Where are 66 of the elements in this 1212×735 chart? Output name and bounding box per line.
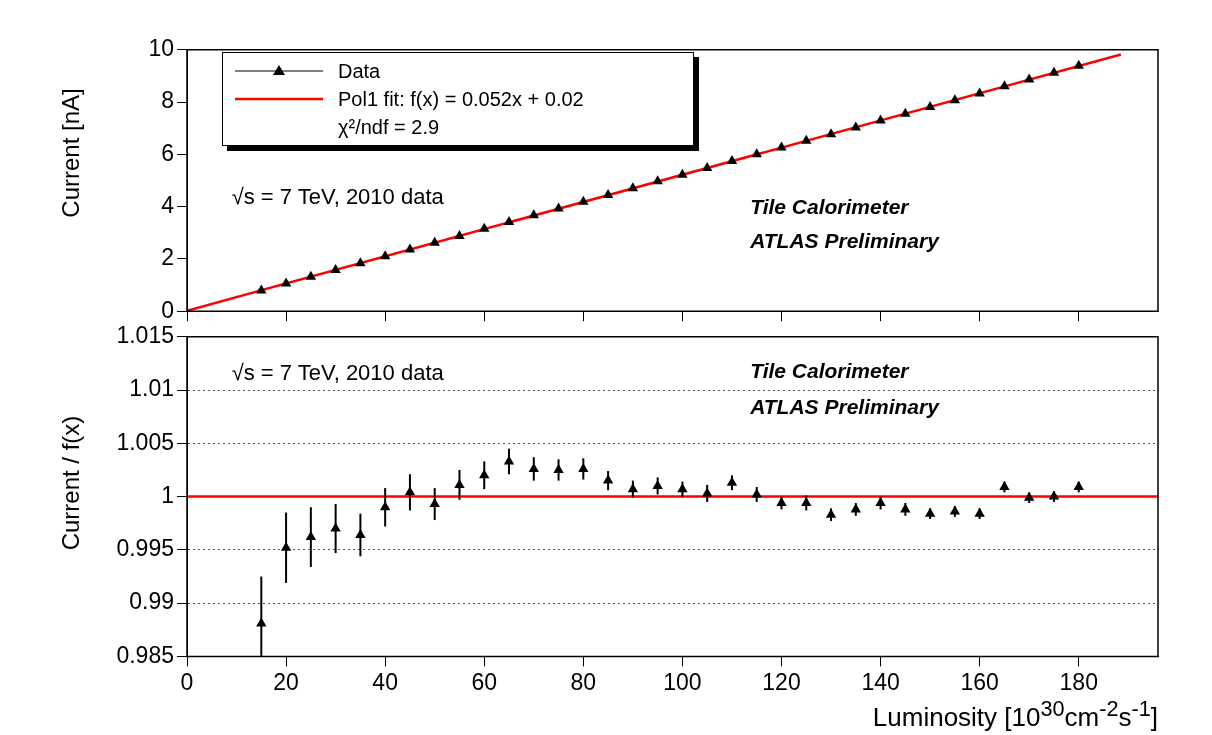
- annotation: ATLAS Preliminary: [749, 229, 941, 253]
- point: [1024, 73, 1035, 83]
- point: [578, 195, 589, 205]
- x-tick-label: 160: [960, 668, 999, 695]
- y-tick-label: 0.995: [116, 535, 174, 562]
- point: [503, 216, 515, 226]
- annotation: χ²/ndf = 2.9: [337, 114, 441, 140]
- legend-label: Data: [338, 59, 381, 83]
- point: [999, 80, 1010, 90]
- point: [429, 236, 440, 246]
- point: [677, 168, 688, 178]
- point: [652, 175, 663, 185]
- annotation: Tile Calorimeter: [750, 359, 911, 383]
- y-tick-label: 1.015: [116, 322, 174, 349]
- point: [627, 182, 639, 192]
- point: [1073, 59, 1084, 69]
- y-tick-label: 0.985: [116, 641, 174, 668]
- x-tick-label: 0: [180, 668, 194, 695]
- point: [751, 148, 762, 158]
- y-tick-label: 1.005: [116, 428, 174, 455]
- annotation: ATLAS Preliminary: [749, 394, 941, 418]
- y-tick-label: 4: [161, 191, 175, 218]
- point: [379, 250, 391, 260]
- x-tick-label: 20: [273, 668, 299, 695]
- point: [1048, 66, 1060, 76]
- y-tick-label: 10: [148, 35, 174, 62]
- point: [875, 114, 886, 124]
- y-tick-label: 1: [161, 481, 174, 508]
- y-tick-label: 2: [161, 244, 174, 271]
- point: [280, 277, 292, 287]
- x-tick-label: 180: [1059, 668, 1098, 695]
- y-axis-title: Current [nA]: [57, 87, 85, 218]
- point: [355, 257, 366, 267]
- point: [776, 141, 787, 151]
- point: [479, 222, 490, 232]
- x-tick-label: 140: [861, 668, 900, 695]
- y-tick-label: 0.99: [129, 588, 174, 615]
- point: [825, 128, 837, 138]
- y-axis-title: Current / f(x): [57, 415, 85, 551]
- point: [801, 134, 812, 144]
- y-tick-label: 1.01: [129, 375, 174, 402]
- y-tick-label: 6: [161, 139, 174, 166]
- point: [305, 270, 317, 280]
- x-tick-label: 100: [663, 668, 702, 695]
- point: [330, 263, 341, 273]
- x-tick-label: 40: [372, 668, 398, 695]
- point: [949, 94, 961, 104]
- point: [701, 161, 713, 171]
- point: [256, 284, 267, 294]
- x-tick-label: 80: [570, 668, 597, 695]
- point: [404, 243, 416, 253]
- x-tick-label: 120: [762, 668, 801, 695]
- annotation: √s = 7 TeV, 2010 data: [231, 184, 445, 210]
- annotation: √s = 7 TeV, 2010 data: [231, 359, 445, 385]
- point: [900, 107, 911, 117]
- annotation: Tile Calorimeter: [750, 195, 911, 219]
- x-axis-title: Luminosity [10$^{30}$cm$^{-2}$s$^{-1}$]: [872, 696, 1158, 733]
- point: [924, 101, 936, 111]
- point: [454, 229, 465, 239]
- point: [602, 188, 614, 198]
- y-tick-label: 0: [161, 296, 174, 323]
- x-tick-label: 60: [471, 668, 498, 695]
- point: [528, 209, 539, 219]
- point: [726, 154, 738, 164]
- y-tick-label: 8: [161, 87, 174, 114]
- legend-label: Pol1 fit: f(x) = 0.052x + 0.02: [338, 87, 584, 111]
